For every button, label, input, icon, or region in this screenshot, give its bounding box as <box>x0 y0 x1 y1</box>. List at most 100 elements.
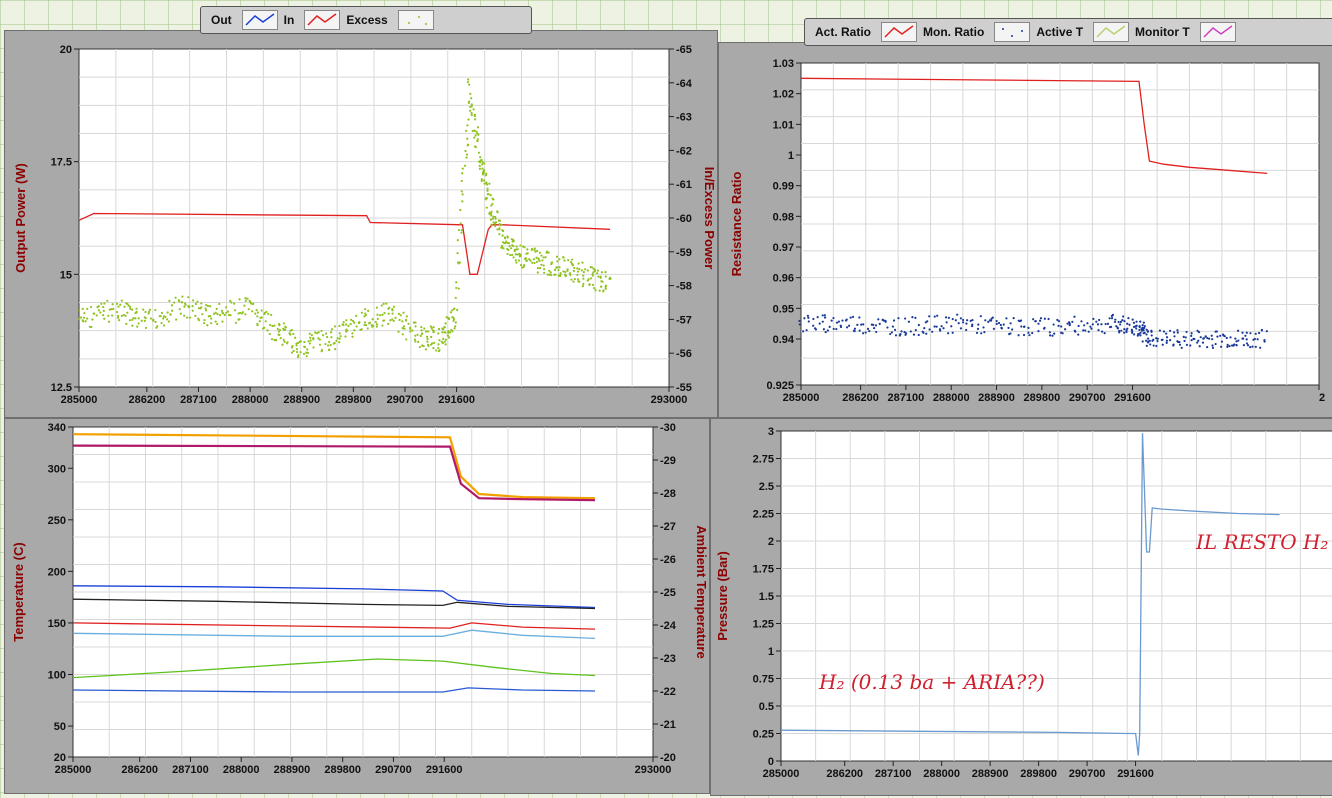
series-line <box>72 585 596 609</box>
legend-item-active-t: Active T <box>1036 25 1084 39</box>
data-point <box>874 324 878 327</box>
data-point <box>424 348 428 351</box>
data-point <box>1017 334 1020 337</box>
y-axis-label: Resistance Ratio <box>729 172 744 277</box>
data-point <box>487 193 490 196</box>
data-point <box>156 325 159 328</box>
data-point <box>971 323 974 326</box>
data-point <box>1184 336 1187 339</box>
data-point <box>76 309 79 312</box>
data-point <box>376 317 379 321</box>
data-point <box>570 258 574 261</box>
data-point <box>239 311 242 314</box>
data-point <box>241 311 245 314</box>
data-point <box>212 312 216 315</box>
data-point <box>1185 330 1188 334</box>
data-point <box>550 261 553 264</box>
data-point <box>516 253 519 256</box>
data-point <box>81 307 84 310</box>
data-point <box>858 329 861 332</box>
data-point <box>229 313 232 317</box>
data-point <box>564 270 567 274</box>
data-point <box>1211 346 1215 349</box>
data-point <box>295 344 298 347</box>
data-point <box>860 323 863 326</box>
data-point <box>203 318 206 322</box>
data-point <box>1256 338 1259 341</box>
data-point <box>1095 320 1098 323</box>
data-point <box>460 179 463 183</box>
data-point <box>469 109 472 112</box>
data-point <box>503 236 507 239</box>
data-point <box>282 338 285 341</box>
data-point <box>1133 333 1136 336</box>
data-point <box>437 343 440 346</box>
data-point <box>414 334 417 337</box>
data-point <box>547 251 550 254</box>
data-point <box>466 137 469 140</box>
data-point <box>947 316 950 319</box>
data-point <box>475 130 478 133</box>
data-point <box>478 164 481 167</box>
x-tick-label: 288900 <box>978 392 1015 404</box>
data-point <box>1242 337 1245 340</box>
y-tick-label: 300 <box>48 463 66 475</box>
data-point <box>276 327 279 330</box>
y-tick-label: 0.25 <box>753 729 774 741</box>
legend-item-act-ratio: Act. Ratio <box>815 25 872 39</box>
data-point <box>581 261 584 264</box>
data-point <box>1245 331 1248 334</box>
y-tick-label: 0.98 <box>773 211 794 223</box>
data-point <box>905 332 908 335</box>
y2-tick-label: -60 <box>676 213 692 225</box>
y2-tick-label: -28 <box>660 488 676 500</box>
data-point <box>275 339 278 342</box>
data-point <box>812 317 815 321</box>
x-tick-label: 291600 <box>438 394 475 406</box>
data-point <box>1178 340 1181 344</box>
series-line <box>72 433 596 500</box>
data-point <box>142 308 145 311</box>
data-point <box>1225 336 1228 340</box>
data-point <box>254 312 257 315</box>
panel-resistance-ratio: 285000 286200 287100 288000 288900 289800 2907… <box>718 42 1332 418</box>
data-point <box>82 320 85 323</box>
data-point <box>1113 320 1117 324</box>
data-point <box>516 248 519 251</box>
x-tick-label: 285000 <box>61 394 98 406</box>
data-point <box>453 307 456 310</box>
data-point <box>86 307 89 311</box>
data-point <box>218 313 222 317</box>
data-point <box>455 286 458 290</box>
data-point <box>1235 344 1238 347</box>
data-point <box>525 259 529 262</box>
data-point <box>375 323 379 326</box>
data-point <box>383 311 386 315</box>
data-point <box>183 302 187 305</box>
data-point <box>1228 344 1231 348</box>
data-point <box>367 309 370 312</box>
data-point <box>422 344 425 348</box>
data-point <box>522 245 525 248</box>
data-point <box>115 310 119 314</box>
x-tick-label: 288900 <box>972 768 1009 780</box>
data-point <box>582 271 585 274</box>
data-point <box>569 273 572 277</box>
data-point <box>84 320 87 323</box>
data-point <box>214 320 217 323</box>
data-point <box>553 268 557 272</box>
data-point <box>1082 329 1085 332</box>
data-point <box>99 311 102 314</box>
data-point <box>928 328 931 331</box>
series-line <box>72 598 596 610</box>
data-point <box>581 285 585 288</box>
data-point <box>187 304 190 308</box>
data-point <box>873 327 876 330</box>
data-point <box>904 317 907 320</box>
data-point <box>886 326 889 329</box>
data-point <box>566 268 569 271</box>
data-point <box>322 334 325 337</box>
data-point <box>102 313 105 317</box>
y-tick-label: 0.925 <box>766 380 794 392</box>
data-point <box>379 314 382 317</box>
